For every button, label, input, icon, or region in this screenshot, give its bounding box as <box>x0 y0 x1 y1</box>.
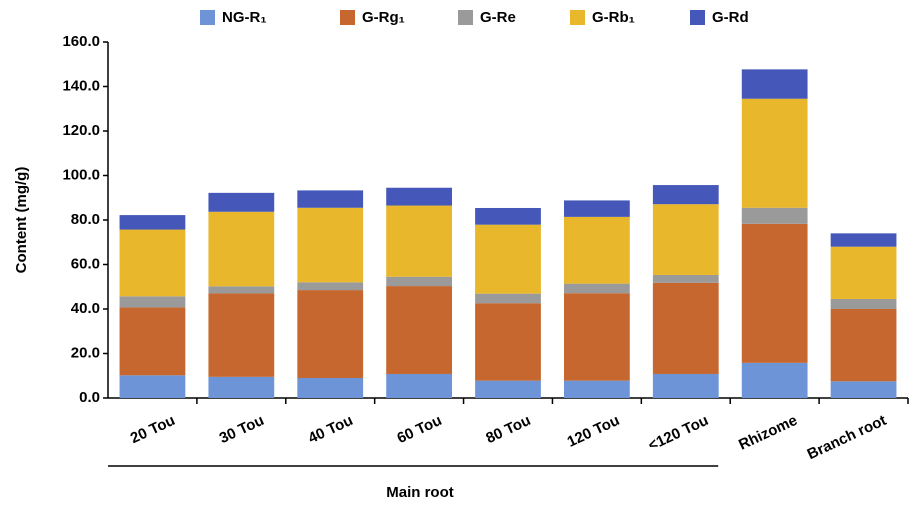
bar-segment <box>831 233 897 246</box>
bar-segment <box>653 204 719 275</box>
bar-segment <box>208 193 274 212</box>
bar-segment <box>742 99 808 208</box>
x-tick-label: 120 Tou <box>565 412 623 451</box>
x-tick-label: 80 Tou <box>483 412 533 447</box>
legend-label: G-Re <box>480 9 516 26</box>
legend-swatch <box>570 10 585 25</box>
x-tick-label: <120 Tou <box>646 412 711 455</box>
bar-segment <box>475 294 541 304</box>
legend-swatch <box>690 10 705 25</box>
bar-segment <box>742 224 808 363</box>
bar-segment <box>653 185 719 204</box>
bar-segment <box>208 293 274 376</box>
legend-label: G-Rg₁ <box>362 9 405 26</box>
bar-segment <box>475 381 541 398</box>
bar-segment <box>120 230 186 297</box>
bar-segment <box>653 374 719 398</box>
bar-segment <box>564 381 630 398</box>
bar-segment <box>386 374 452 398</box>
bar-segment <box>742 363 808 398</box>
x-tick-label: Branch root <box>805 412 889 463</box>
bar-segment <box>120 296 186 307</box>
group-label: Main root <box>386 484 454 501</box>
bar-segment <box>831 299 897 309</box>
y-tick-label: 20.0 <box>71 344 100 361</box>
y-tick-label: 160.0 <box>62 33 100 50</box>
bar-segment <box>386 277 452 286</box>
y-tick-label: 40.0 <box>71 300 100 317</box>
bar-segment <box>120 375 186 398</box>
x-tick-label: 30 Tou <box>217 412 267 447</box>
bar-segment <box>386 206 452 277</box>
bar-segment <box>297 378 363 398</box>
y-tick-label: 80.0 <box>71 211 100 228</box>
bar-segment <box>831 309 897 381</box>
y-tick-label: 60.0 <box>71 255 100 272</box>
bar-segment <box>653 275 719 283</box>
bar-segment <box>742 208 808 224</box>
y-tick-label: 120.0 <box>62 122 100 139</box>
bar-segment <box>831 381 897 398</box>
bar-segment <box>208 212 274 287</box>
bar-segment <box>564 200 630 216</box>
bar-segment <box>297 208 363 283</box>
bar-segment <box>386 188 452 206</box>
y-tick-label: 140.0 <box>62 77 100 94</box>
legend-label: NG-R₁ <box>222 9 267 26</box>
bar-segment <box>564 217 630 284</box>
y-axis-label: Content (mg/g) <box>13 167 30 274</box>
y-tick-label: 100.0 <box>62 166 100 183</box>
legend-swatch <box>200 10 215 25</box>
bar-segment <box>120 307 186 375</box>
bar-segment <box>564 293 630 380</box>
bar-segment <box>475 208 541 225</box>
bar-segment <box>297 282 363 290</box>
bar-segment <box>742 69 808 98</box>
bar-segment <box>297 290 363 378</box>
bar-segment <box>653 283 719 374</box>
bar-segment <box>208 377 274 398</box>
bar-segment <box>564 284 630 294</box>
legend-swatch <box>340 10 355 25</box>
legend-swatch <box>458 10 473 25</box>
bar-segment <box>475 303 541 380</box>
legend-label: G-Rb₁ <box>592 9 635 26</box>
x-tick-label: 40 Tou <box>306 412 356 447</box>
bar-segment <box>120 215 186 229</box>
legend-label: G-Rd <box>712 9 749 26</box>
bar-segment <box>475 225 541 294</box>
x-tick-label: 60 Tou <box>394 412 444 447</box>
bar-segment <box>386 286 452 374</box>
bar-segment <box>831 247 897 299</box>
bar-segment <box>297 190 363 207</box>
x-tick-label: 20 Tou <box>128 412 178 447</box>
y-tick-label: 0.0 <box>79 389 100 406</box>
x-tick-label: Rhizome <box>736 412 800 454</box>
bar-segment <box>208 286 274 293</box>
